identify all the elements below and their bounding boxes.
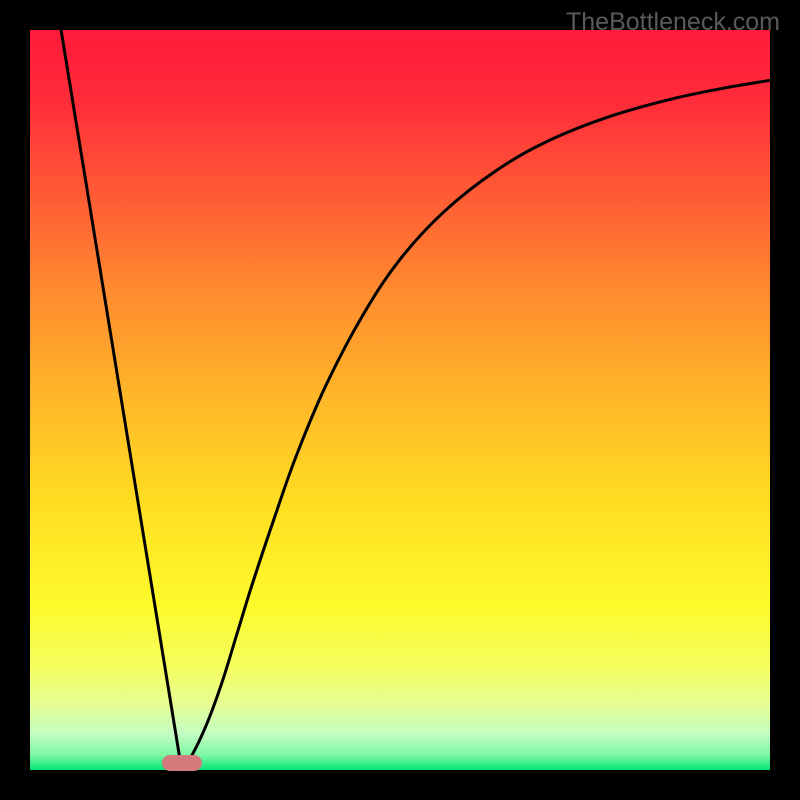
plot-inner bbox=[30, 30, 770, 770]
bottleneck-curve bbox=[61, 30, 770, 770]
minimum-marker bbox=[162, 755, 202, 771]
curve-layer bbox=[30, 30, 770, 770]
watermark-text: TheBottleneck.com bbox=[566, 8, 780, 37]
chart-frame: TheBottleneck.com bbox=[0, 0, 800, 800]
